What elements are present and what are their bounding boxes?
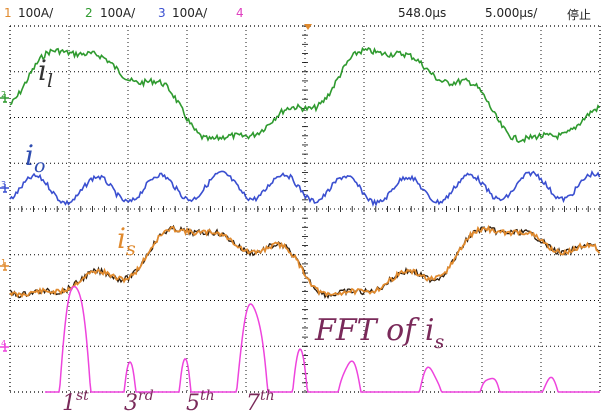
- ch2-ground-marker-icon[interactable]: 2: [0, 90, 9, 103]
- ch2-trace-il: [9, 46, 601, 144]
- ch2-number[interactable]: 2: [85, 6, 93, 20]
- label-is: is: [117, 222, 136, 260]
- horizontal-position-readout[interactable]: 548.0µs: [398, 6, 447, 20]
- ch1-ground-marker-icon[interactable]: 1: [0, 258, 9, 271]
- ch3-scale: 100A/: [172, 6, 208, 20]
- ch4-number[interactable]: 4: [236, 6, 244, 20]
- status-bar: 1 100A/ 2 100A/ 3 100A/ 4 548.0µs 5.000µ…: [0, 0, 603, 24]
- ch4-ground-marker-icon[interactable]: 4: [0, 339, 9, 352]
- timebase-readout[interactable]: 5.000µs/: [485, 6, 538, 20]
- svg-text:3: 3: [1, 180, 6, 189]
- ch1-scale: 100A/: [18, 6, 54, 20]
- run-state-indicator[interactable]: 停止: [567, 8, 592, 22]
- label-il: il: [38, 54, 53, 92]
- harmonic-label-7th: 7th: [246, 388, 275, 412]
- ch3-trace-io: [9, 170, 601, 207]
- ch1-trace-is: [9, 224, 601, 299]
- svg-text:1: 1: [1, 258, 6, 267]
- harmonic-label-1st: 1st: [62, 388, 89, 412]
- harmonic-label-5th: 5th: [186, 388, 215, 412]
- harmonic-label-3rd: 3rd: [124, 388, 154, 412]
- ch3-ground-marker-icon[interactable]: 3: [0, 180, 9, 193]
- graticule: [9, 25, 601, 393]
- svg-text:4: 4: [1, 339, 6, 348]
- label-fft: FFT of is: [314, 313, 444, 353]
- trigger-position-marker-icon[interactable]: [304, 24, 312, 30]
- svg-text:2: 2: [1, 90, 6, 99]
- ch2-scale: 100A/: [100, 6, 136, 20]
- label-io: io: [25, 139, 45, 177]
- ch1-number[interactable]: 1: [4, 6, 12, 20]
- ch3-number[interactable]: 3: [158, 6, 166, 20]
- ch4-trace-fft: [45, 285, 600, 393]
